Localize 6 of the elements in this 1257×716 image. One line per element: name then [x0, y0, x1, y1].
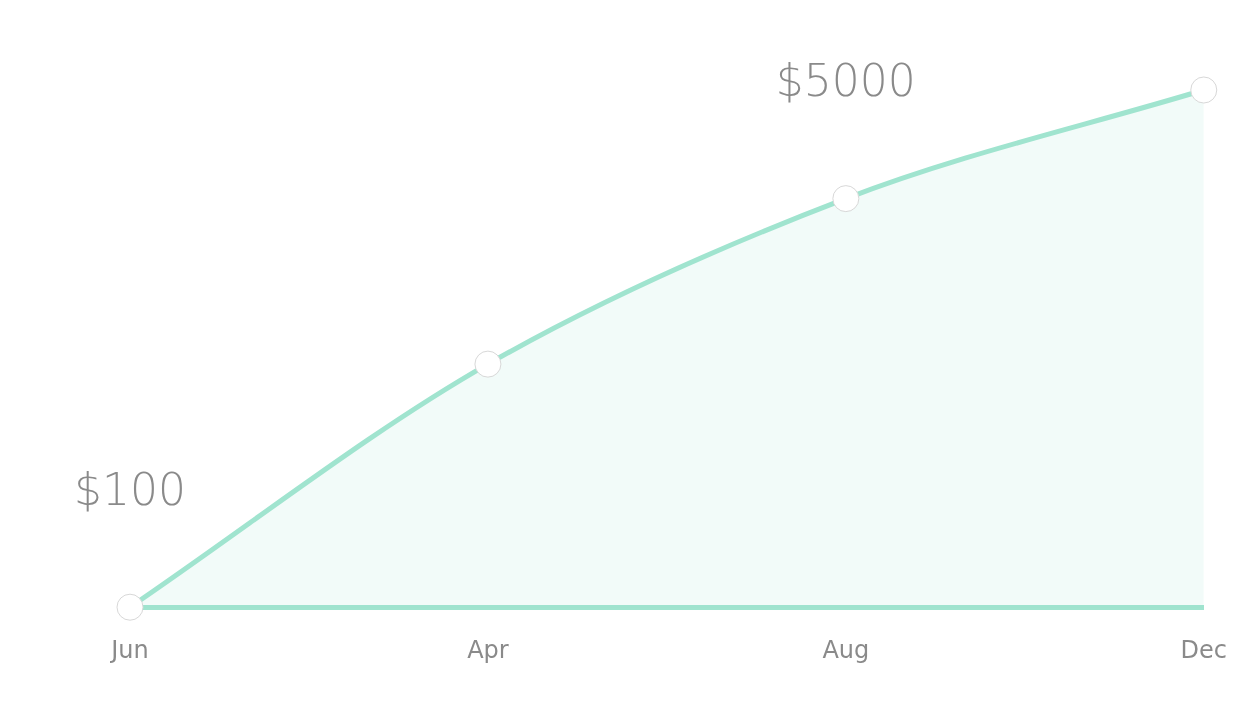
annotation: $100 [74, 463, 186, 515]
x-tick-label: Dec [1180, 635, 1228, 664]
x-tick-label: Jun [109, 635, 149, 664]
x-tick-label: Apr [467, 635, 509, 664]
annotation: $5000 [775, 55, 916, 107]
x-tick-label: Aug [822, 635, 870, 664]
